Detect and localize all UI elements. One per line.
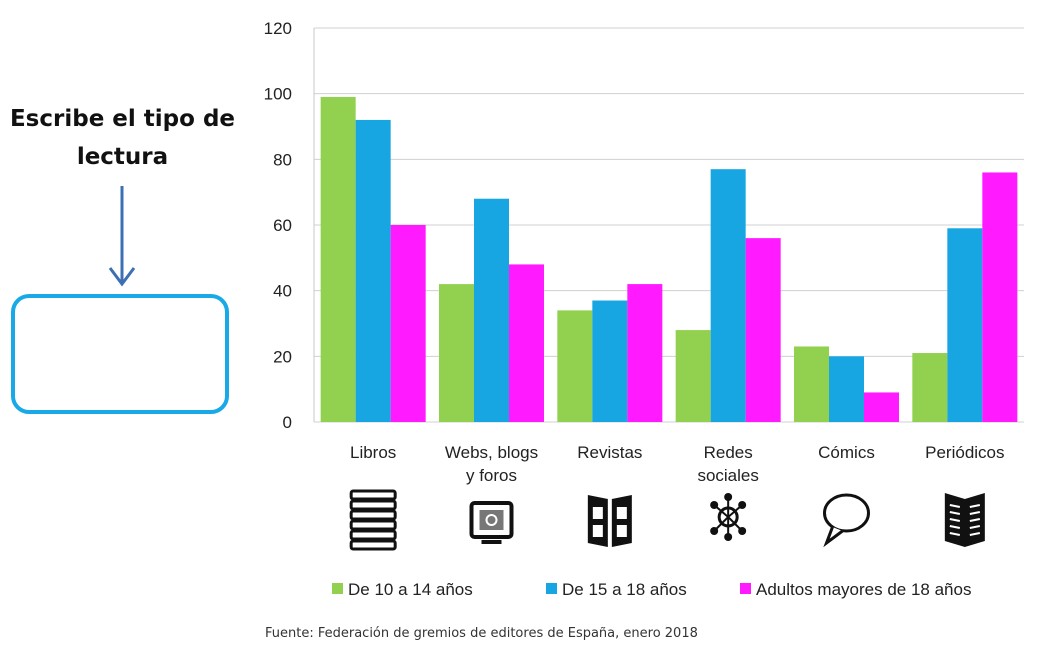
y-tick-label: 0	[283, 413, 292, 432]
bar-2-6	[947, 228, 983, 422]
down-arrow-icon	[108, 186, 136, 287]
grid-lines	[313, 27, 1024, 423]
bar-chart: 0 20 40 60 80 100 120 Libros Webs, blogs y foros…	[264, 19, 1024, 599]
y-tick-label: 80	[273, 150, 292, 169]
bar-2-2	[474, 198, 509, 422]
category-label: Libros	[350, 443, 396, 462]
y-tick-label: 100	[264, 85, 292, 104]
legend-label: De 10 a 14 años	[348, 580, 473, 599]
category-icons	[349, 489, 985, 551]
legend-label: De 15 a 18 años	[562, 580, 687, 599]
instruction-line-2: lectura	[76, 144, 169, 170]
y-tick-label: 120	[264, 19, 292, 38]
instruction-text: Escribe el tipo de lectura	[0, 100, 245, 176]
legend-item: De 10 a 14 años	[332, 580, 473, 599]
instruction-line-1: Escribe el tipo de	[9, 106, 236, 132]
magazine-icon	[587, 495, 632, 547]
bar-3-1	[390, 225, 426, 422]
y-tick-label: 40	[273, 282, 292, 301]
bar-1-4	[675, 330, 711, 422]
category-label: Revistas	[577, 443, 642, 462]
y-axis-ticks: 0 20 40 60 80 100 120	[264, 19, 292, 432]
bar-2-3	[592, 300, 628, 422]
legend: De 10 a 14 años De 15 a 18 años Adultos ma…	[332, 580, 971, 599]
legend-swatch	[332, 583, 343, 594]
newspaper-icon	[944, 493, 985, 547]
bar-3-3	[627, 284, 663, 422]
bar-1-1	[320, 96, 356, 422]
computer-web-icon	[469, 501, 514, 544]
legend-swatch	[740, 583, 751, 594]
category-label: Cómics	[818, 443, 875, 462]
legend-item: De 15 a 18 años	[546, 580, 687, 599]
legend-item: Adultos mayores de 18 años	[740, 580, 971, 599]
category-label: Redes	[704, 443, 753, 462]
category-label: sociales	[697, 466, 758, 485]
bar-1-2	[439, 284, 474, 422]
category-label: Webs, blogs	[445, 443, 538, 462]
bar-2-1	[355, 119, 391, 422]
bar-3-4	[745, 238, 781, 422]
bar-1-5	[794, 346, 829, 422]
bars	[320, 96, 1018, 422]
y-tick-label: 20	[273, 347, 292, 366]
bar-1-3	[557, 310, 593, 422]
source-note: Fuente: Federación de gremios de editore…	[265, 626, 698, 641]
x-axis-categories: Libros Webs, blogs y foros Revistas Redes soc…	[350, 443, 1005, 485]
legend-swatch	[546, 583, 557, 594]
speech-bubble-icon	[823, 493, 870, 548]
legend-label: Adultos mayores de 18 años	[756, 580, 971, 599]
bar-1-6	[912, 353, 948, 422]
bar-3-2	[509, 264, 544, 422]
category-label: Periódicos	[925, 443, 1004, 462]
category-label: y foros	[466, 466, 517, 485]
bar-3-6	[982, 172, 1018, 422]
bar-2-4	[710, 169, 746, 422]
books-stack-icon	[349, 489, 397, 551]
bar-3-5	[864, 392, 899, 422]
social-network-icon	[710, 493, 747, 541]
bar-2-5	[829, 356, 864, 422]
answer-input-box[interactable]	[11, 294, 229, 414]
y-tick-label: 60	[273, 216, 292, 235]
